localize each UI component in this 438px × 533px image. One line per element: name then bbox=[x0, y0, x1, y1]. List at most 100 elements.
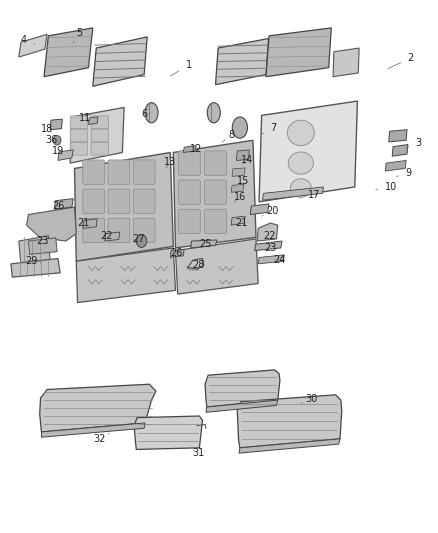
Polygon shape bbox=[184, 146, 196, 152]
Polygon shape bbox=[333, 48, 359, 77]
Polygon shape bbox=[262, 187, 323, 200]
Text: 22: 22 bbox=[263, 231, 276, 241]
Polygon shape bbox=[231, 184, 244, 192]
Polygon shape bbox=[205, 370, 280, 407]
Text: 30: 30 bbox=[301, 394, 318, 404]
Polygon shape bbox=[105, 232, 120, 241]
FancyBboxPatch shape bbox=[108, 160, 130, 184]
FancyBboxPatch shape bbox=[83, 189, 105, 214]
Text: 16: 16 bbox=[234, 191, 246, 202]
Polygon shape bbox=[237, 150, 250, 160]
Text: 10: 10 bbox=[376, 182, 397, 192]
FancyBboxPatch shape bbox=[83, 160, 105, 184]
Text: 20: 20 bbox=[261, 206, 278, 216]
FancyBboxPatch shape bbox=[91, 129, 109, 142]
Text: 26: 26 bbox=[170, 248, 183, 259]
Polygon shape bbox=[251, 204, 269, 215]
Ellipse shape bbox=[290, 179, 311, 197]
Text: 26: 26 bbox=[53, 200, 65, 211]
Text: 6: 6 bbox=[141, 109, 147, 119]
Polygon shape bbox=[74, 152, 173, 261]
Circle shape bbox=[136, 235, 147, 247]
Polygon shape bbox=[237, 395, 342, 448]
Polygon shape bbox=[19, 236, 50, 265]
Text: 17: 17 bbox=[301, 190, 320, 200]
Text: 1: 1 bbox=[170, 60, 191, 76]
Polygon shape bbox=[54, 199, 73, 209]
Text: 9: 9 bbox=[396, 168, 411, 178]
Text: 15: 15 bbox=[237, 175, 249, 185]
Polygon shape bbox=[206, 400, 278, 413]
Polygon shape bbox=[88, 117, 98, 124]
Text: 8: 8 bbox=[223, 130, 234, 142]
Polygon shape bbox=[176, 239, 258, 294]
FancyBboxPatch shape bbox=[108, 189, 130, 214]
Polygon shape bbox=[27, 207, 76, 241]
Polygon shape bbox=[170, 249, 184, 257]
Polygon shape bbox=[239, 439, 340, 453]
Polygon shape bbox=[42, 423, 145, 437]
Polygon shape bbox=[50, 119, 62, 130]
FancyBboxPatch shape bbox=[91, 116, 109, 128]
Polygon shape bbox=[266, 28, 331, 77]
FancyBboxPatch shape bbox=[91, 142, 109, 155]
FancyBboxPatch shape bbox=[205, 209, 226, 233]
FancyBboxPatch shape bbox=[108, 218, 130, 243]
FancyBboxPatch shape bbox=[70, 142, 88, 155]
Text: 19: 19 bbox=[52, 146, 64, 156]
Text: 25: 25 bbox=[199, 239, 211, 249]
Text: 7: 7 bbox=[262, 123, 276, 134]
Text: 22: 22 bbox=[100, 231, 113, 241]
Ellipse shape bbox=[207, 103, 220, 123]
Polygon shape bbox=[231, 216, 245, 225]
Text: 13: 13 bbox=[164, 157, 177, 168]
Polygon shape bbox=[389, 130, 407, 142]
FancyBboxPatch shape bbox=[133, 160, 155, 184]
Text: 29: 29 bbox=[25, 256, 37, 266]
Polygon shape bbox=[259, 101, 357, 202]
FancyBboxPatch shape bbox=[70, 116, 88, 128]
Polygon shape bbox=[173, 140, 256, 248]
Text: 12: 12 bbox=[190, 144, 202, 154]
FancyBboxPatch shape bbox=[70, 129, 88, 142]
Polygon shape bbox=[58, 150, 73, 160]
Text: 36: 36 bbox=[45, 135, 57, 146]
Polygon shape bbox=[70, 108, 124, 163]
Text: 4: 4 bbox=[21, 35, 35, 45]
FancyBboxPatch shape bbox=[133, 218, 155, 243]
Text: 27: 27 bbox=[132, 234, 145, 244]
Circle shape bbox=[53, 135, 61, 145]
FancyBboxPatch shape bbox=[205, 151, 226, 175]
Text: 2: 2 bbox=[388, 53, 413, 69]
Ellipse shape bbox=[287, 120, 314, 146]
Ellipse shape bbox=[232, 117, 247, 138]
Text: 21: 21 bbox=[77, 218, 89, 228]
FancyBboxPatch shape bbox=[179, 180, 200, 205]
Polygon shape bbox=[392, 144, 408, 156]
Text: 23: 23 bbox=[36, 236, 49, 246]
Text: 21: 21 bbox=[236, 218, 248, 228]
FancyBboxPatch shape bbox=[205, 180, 226, 205]
Text: 11: 11 bbox=[79, 113, 91, 123]
Polygon shape bbox=[19, 34, 47, 57]
Polygon shape bbox=[257, 223, 278, 241]
Polygon shape bbox=[191, 240, 217, 248]
Text: 5: 5 bbox=[73, 28, 82, 43]
Ellipse shape bbox=[288, 152, 314, 174]
FancyBboxPatch shape bbox=[179, 151, 200, 175]
Polygon shape bbox=[134, 416, 202, 449]
Ellipse shape bbox=[145, 103, 158, 123]
Polygon shape bbox=[83, 219, 97, 228]
Text: 31: 31 bbox=[192, 448, 204, 458]
Polygon shape bbox=[76, 248, 176, 303]
Polygon shape bbox=[254, 241, 282, 251]
Polygon shape bbox=[258, 255, 284, 264]
FancyBboxPatch shape bbox=[133, 189, 155, 214]
Text: 18: 18 bbox=[41, 124, 53, 134]
Text: 3: 3 bbox=[406, 139, 421, 149]
Polygon shape bbox=[40, 384, 156, 432]
FancyBboxPatch shape bbox=[179, 209, 200, 233]
Polygon shape bbox=[28, 238, 57, 254]
FancyBboxPatch shape bbox=[83, 218, 105, 243]
Polygon shape bbox=[385, 160, 406, 171]
